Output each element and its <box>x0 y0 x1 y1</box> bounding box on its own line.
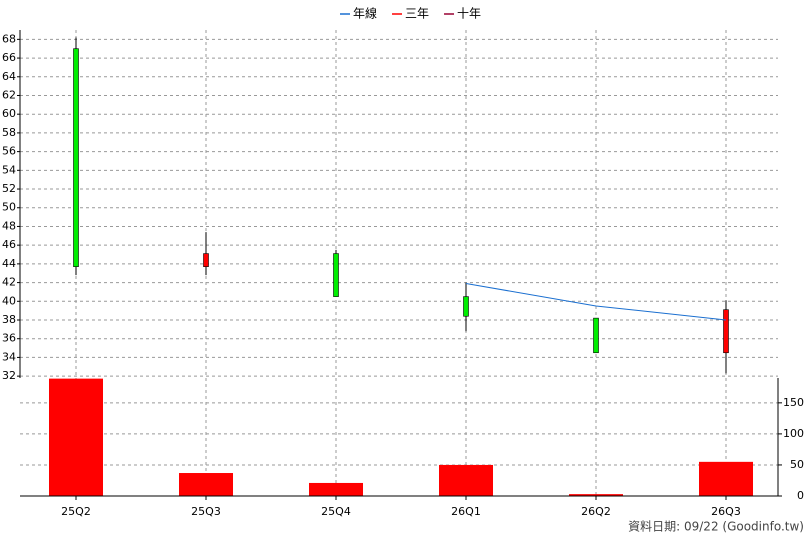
bar <box>439 464 493 496</box>
candle-body <box>593 317 599 354</box>
bar <box>309 482 363 496</box>
y-tick-label: 40 <box>2 294 16 307</box>
y2-tick-label: 0 <box>797 489 804 502</box>
legend-label: 三年 <box>405 7 429 21</box>
line-series <box>465 283 727 321</box>
y2-tick-label: 150 <box>783 396 804 409</box>
y-tick-label: 68 <box>2 32 16 45</box>
x-tick-label: 25Q4 <box>321 505 351 518</box>
legend-label: 年線 <box>353 6 377 21</box>
y2-tick-label: 100 <box>783 427 804 440</box>
footer: 資料日期: 09/22 (Goodinfo.tw) <box>628 520 804 534</box>
x-tick-label: 25Q2 <box>61 505 91 518</box>
candle-body <box>333 253 339 297</box>
y-tick-label: 32 <box>2 369 16 382</box>
y-tick-label: 62 <box>2 88 16 101</box>
x-tick-label: 25Q3 <box>191 505 221 518</box>
candle-body <box>73 48 79 267</box>
candle-body <box>203 253 209 267</box>
bar <box>179 473 233 496</box>
y-tick-label: 50 <box>2 201 16 214</box>
y-tick-label: 54 <box>2 163 16 176</box>
y-tick-label: 66 <box>2 51 16 64</box>
y-tick-label: 58 <box>2 126 16 139</box>
y-tick-label: 42 <box>2 276 16 289</box>
y-tick-label: 52 <box>2 182 16 195</box>
legend-label: 十年 <box>457 7 481 21</box>
y-tick-label: 44 <box>2 257 16 270</box>
y-tick-label: 56 <box>2 145 16 158</box>
x-tick-label: 26Q3 <box>711 505 741 518</box>
bar <box>699 461 753 496</box>
y-tick-label: 46 <box>2 238 16 251</box>
x-tick-label: 26Q2 <box>581 505 611 518</box>
y-tick-label: 48 <box>2 219 16 232</box>
x-tick-label: 26Q1 <box>451 505 481 518</box>
bar <box>569 494 623 496</box>
y2-tick-label: 50 <box>790 458 804 471</box>
candle-body <box>723 309 729 354</box>
bar <box>49 378 103 496</box>
y-tick-label: 34 <box>2 350 16 363</box>
y-tick-label: 36 <box>2 332 16 345</box>
y-tick-label: 64 <box>2 70 16 83</box>
y-tick-label: 60 <box>2 107 16 120</box>
y-tick-label: 38 <box>2 313 16 326</box>
candle-body <box>463 296 469 317</box>
